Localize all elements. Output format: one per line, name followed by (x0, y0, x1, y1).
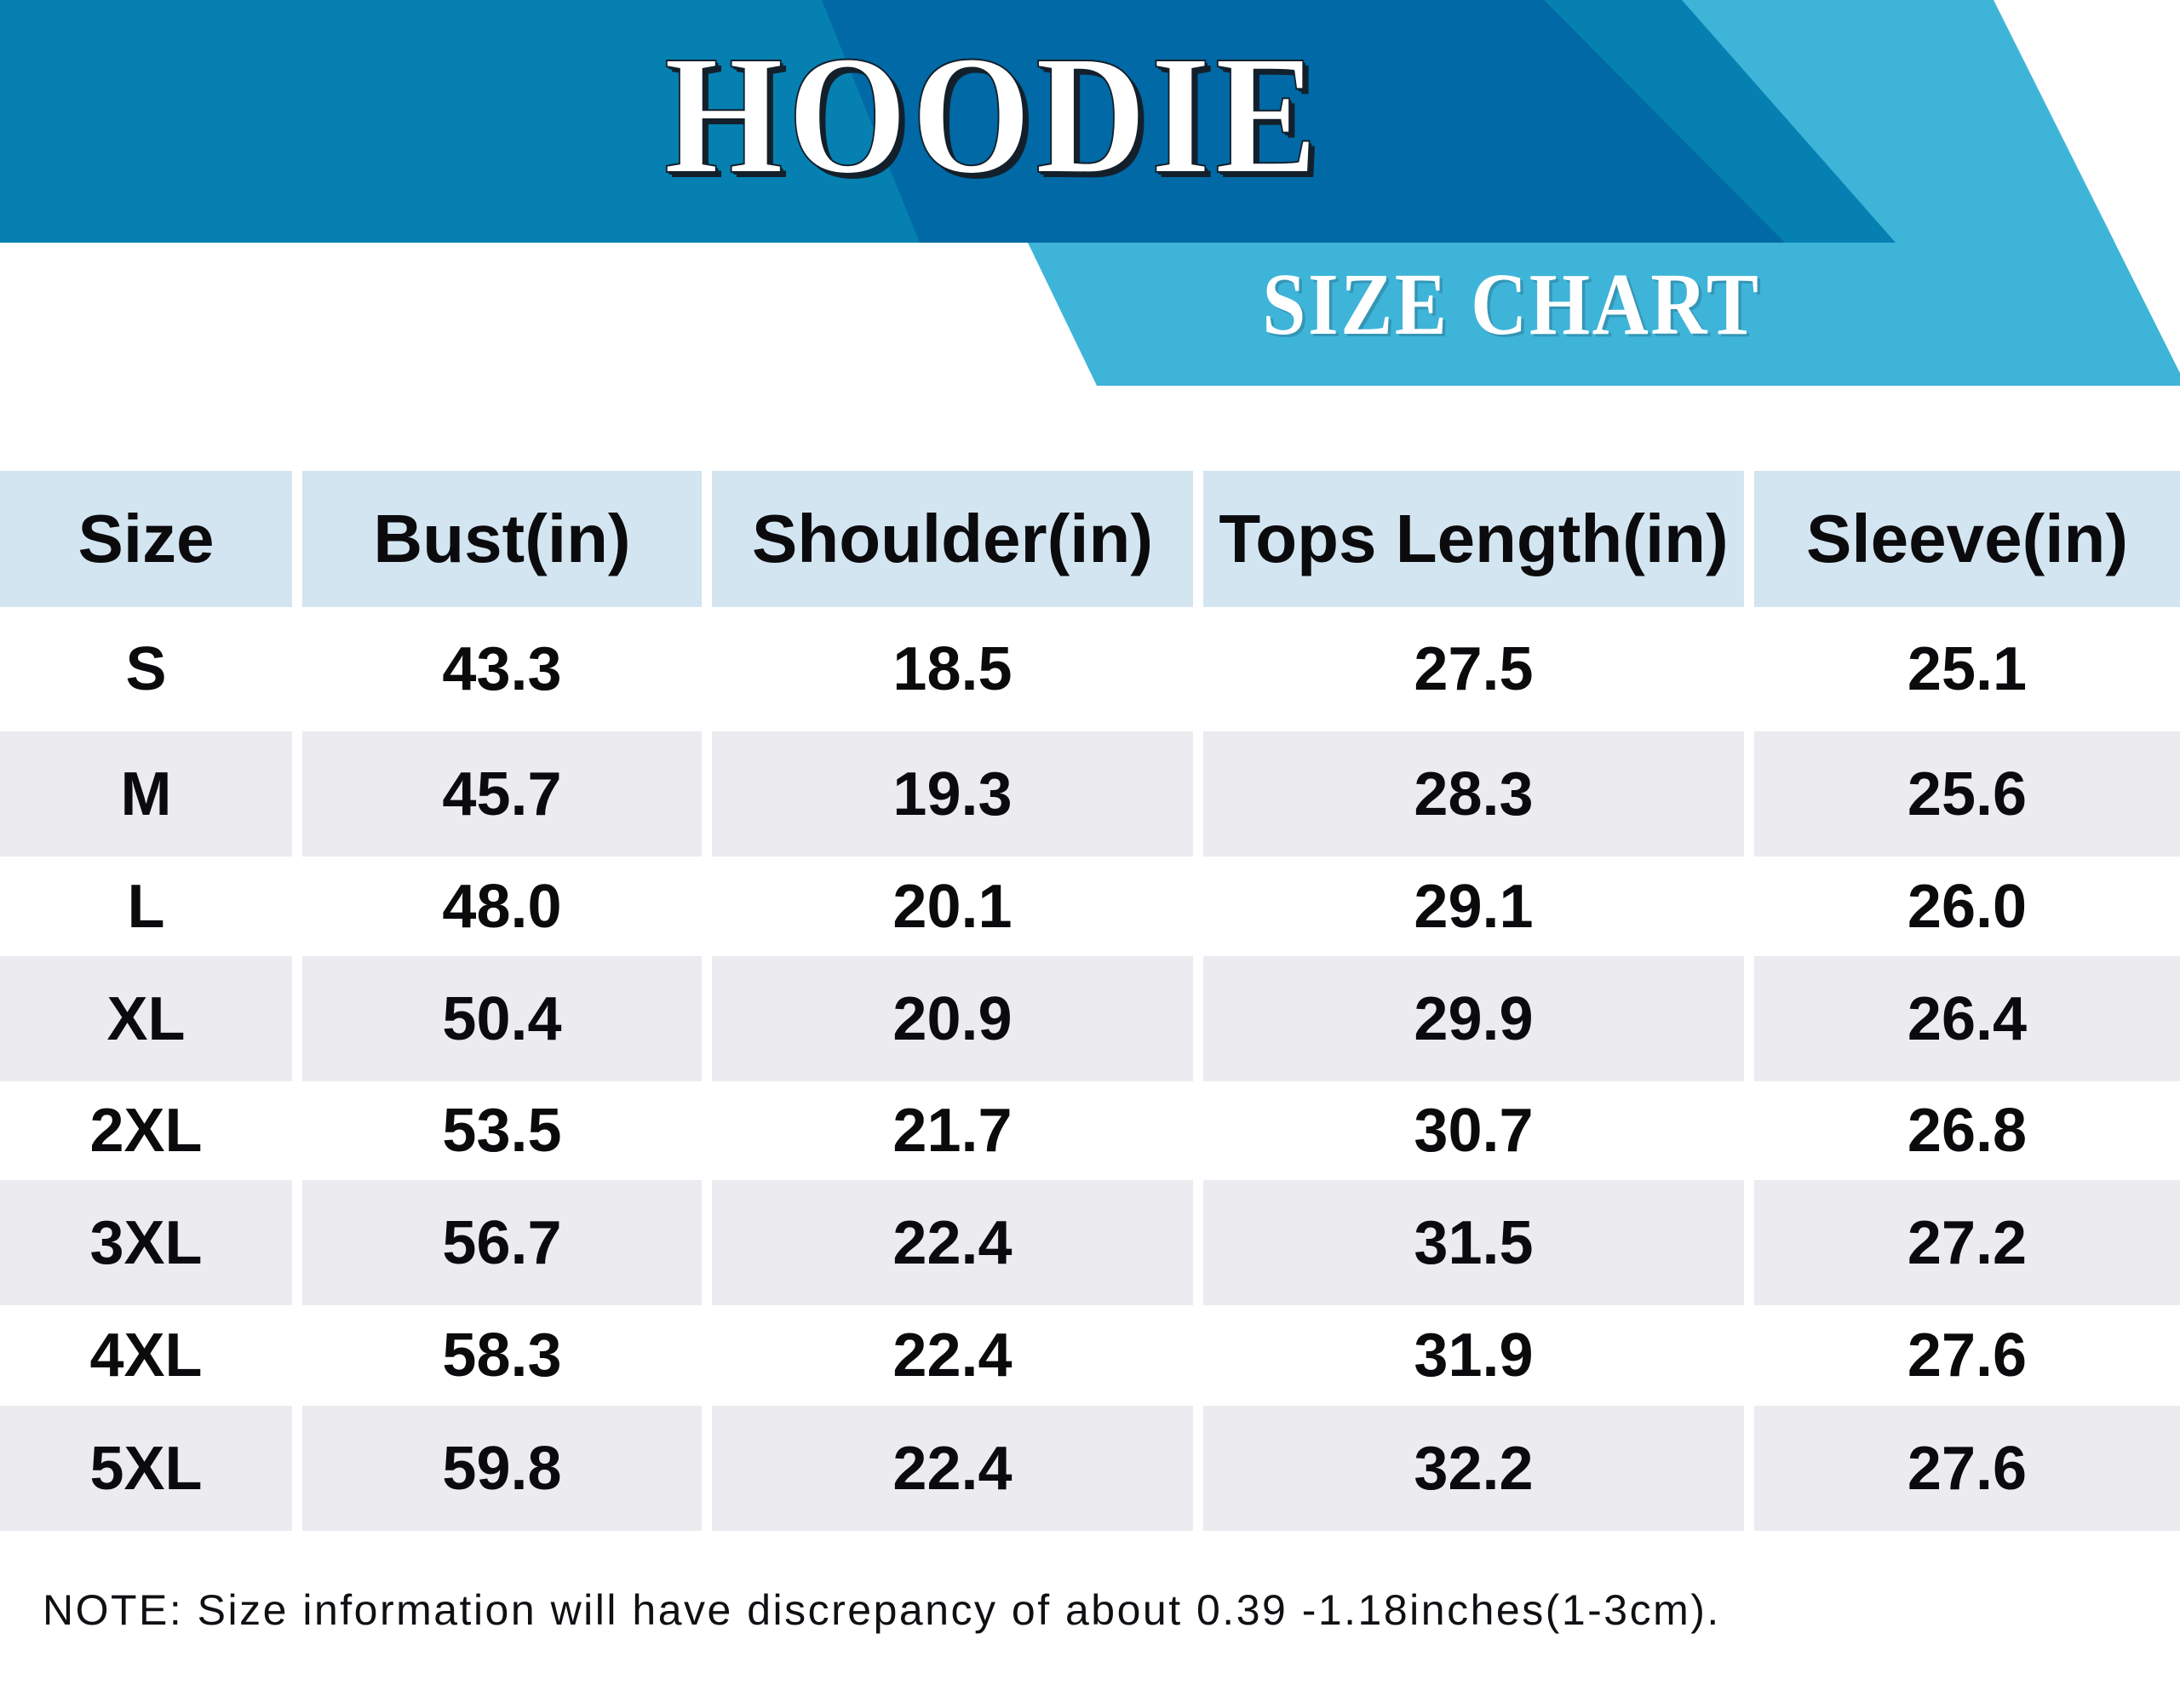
cell-length-l: 29.1 (1203, 857, 1744, 956)
cell-bust-xl: 50.4 (302, 956, 702, 1081)
banner-stripe-cyan (1028, 0, 2180, 386)
banner-title: HOODIE (663, 21, 1322, 209)
banner: HOODIE SIZE CHART (0, 0, 2180, 386)
col-header-size: Size (0, 471, 292, 607)
banner-ribbons (0, 0, 2180, 386)
cell-sleeve-l: 26.0 (1754, 857, 2180, 956)
cell-sleeve-m: 25.6 (1754, 731, 2180, 857)
cell-sleeve-xl: 26.4 (1754, 956, 2180, 1081)
col-header-bust: Bust(in) (302, 471, 702, 607)
banner-subtitle: SIZE CHART (1262, 255, 1761, 353)
cell-shoulder-2xl: 21.7 (712, 1081, 1193, 1180)
cell-sleeve-s: 25.1 (1754, 607, 2180, 731)
cell-length-xl: 29.9 (1203, 956, 1744, 1081)
size-note: NOTE: Size information will have discrep… (43, 1586, 1721, 1634)
col-header-sleeve: Sleeve(in) (1754, 471, 2180, 607)
cell-shoulder-l: 20.1 (712, 857, 1193, 956)
cell-shoulder-m: 19.3 (712, 731, 1193, 857)
banner-corner-white (1994, 0, 2180, 373)
cell-length-s: 27.5 (1203, 607, 1744, 731)
cell-bust-3xl: 56.7 (302, 1180, 702, 1305)
cell-length-3xl: 31.5 (1203, 1180, 1744, 1305)
cell-size-m: M (0, 731, 292, 857)
cell-bust-2xl: 53.5 (302, 1081, 702, 1180)
cell-sleeve-2xl: 26.8 (1754, 1081, 2180, 1180)
cell-size-s: S (0, 607, 292, 731)
cell-bust-l: 48.0 (302, 857, 702, 956)
banner-stripe-dark (822, 0, 1785, 243)
cell-sleeve-5xl: 27.6 (1754, 1406, 2180, 1531)
cell-sleeve-3xl: 27.2 (1754, 1180, 2180, 1305)
cell-shoulder-xl: 20.9 (712, 956, 1193, 1081)
size-table: Size Bust(in) Shoulder(in) Tops Length(i… (0, 471, 2180, 1531)
cell-size-2xl: 2XL (0, 1081, 292, 1180)
cell-size-3xl: 3XL (0, 1180, 292, 1305)
cell-size-xl: XL (0, 956, 292, 1081)
cell-length-4xl: 31.9 (1203, 1305, 1744, 1406)
cell-shoulder-4xl: 22.4 (712, 1305, 1193, 1406)
cell-length-m: 28.3 (1203, 731, 1744, 857)
cell-shoulder-5xl: 22.4 (712, 1406, 1193, 1531)
cell-bust-m: 45.7 (302, 731, 702, 857)
cell-shoulder-3xl: 22.4 (712, 1180, 1193, 1305)
cell-shoulder-s: 18.5 (712, 607, 1193, 731)
cell-bust-s: 43.3 (302, 607, 702, 731)
cell-size-4xl: 4XL (0, 1305, 292, 1406)
cell-length-5xl: 32.2 (1203, 1406, 1744, 1531)
cell-bust-5xl: 59.8 (302, 1406, 702, 1531)
cell-size-l: L (0, 857, 292, 956)
col-header-shoulder: Shoulder(in) (712, 471, 1193, 607)
col-header-tops-length: Tops Length(in) (1203, 471, 1744, 607)
cell-sleeve-4xl: 27.6 (1754, 1305, 2180, 1406)
cell-bust-4xl: 58.3 (302, 1305, 702, 1406)
cell-length-2xl: 30.7 (1203, 1081, 1744, 1180)
cell-size-5xl: 5XL (0, 1406, 292, 1531)
